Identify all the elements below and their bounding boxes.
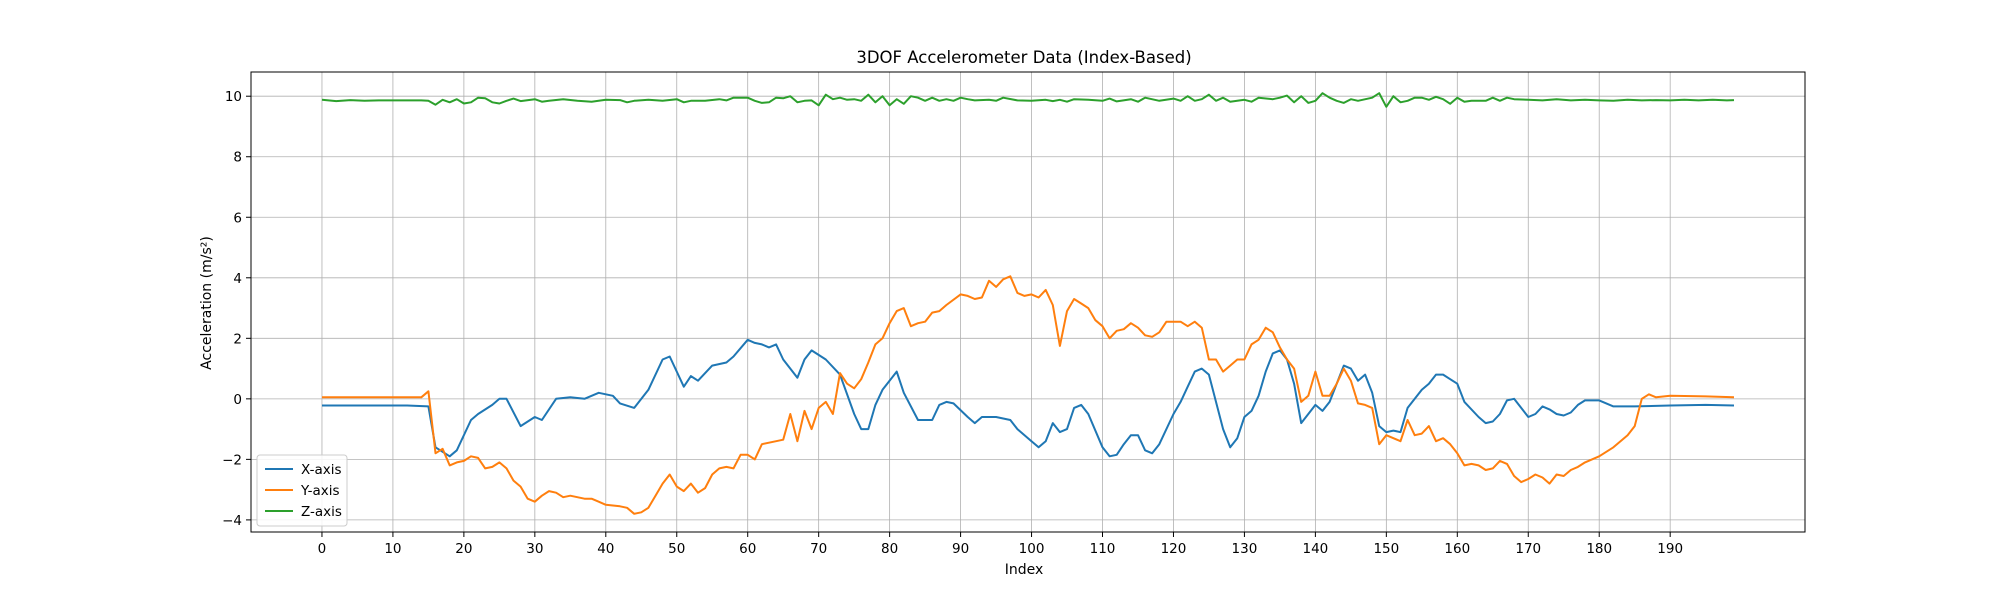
- plot-frame: [250, 71, 1806, 533]
- legend-label-z-axis: Z-axis: [301, 504, 342, 520]
- y-tick-label: 0: [233, 392, 242, 408]
- legend-label-y-axis: Y-axis: [300, 483, 340, 499]
- series-lines: [321, 92, 1735, 515]
- x-tick-label: 10: [384, 541, 401, 557]
- y-axis-title: Acceleration (m/s²): [199, 236, 215, 370]
- x-tick-label: 160: [1444, 541, 1470, 557]
- series-line-x-axis: [322, 338, 1735, 458]
- x-tick-label: 110: [1090, 541, 1116, 557]
- x-tick-label: 90: [952, 541, 969, 557]
- legend-box: [256, 454, 348, 527]
- x-axis-title: Index: [1005, 562, 1044, 578]
- x-tick-label: 140: [1302, 541, 1328, 557]
- y-tick-label: −4: [222, 513, 242, 529]
- x-tick-label: 40: [597, 541, 614, 557]
- y-axis-ticks: −4 −2 0 2 4 6 8 10: [222, 89, 251, 529]
- x-tick-label: 190: [1657, 541, 1683, 557]
- grid-lines: [251, 72, 1805, 532]
- y-tick-label: 4: [233, 271, 242, 287]
- x-tick-label: 20: [455, 541, 472, 557]
- x-tick-label: 60: [739, 541, 756, 557]
- x-tick-label: 130: [1232, 541, 1258, 557]
- x-tick-label: 150: [1373, 541, 1399, 557]
- x-tick-label: 170: [1515, 541, 1541, 557]
- x-tick-label: 0: [318, 541, 327, 557]
- x-tick-label: 30: [526, 541, 543, 557]
- y-tick-label: 6: [233, 210, 242, 226]
- x-tick-label: 50: [668, 541, 685, 557]
- chart-title: 3DOF Accelerometer Data (Index-Based): [856, 48, 1191, 67]
- x-tick-label: 80: [881, 541, 898, 557]
- x-axis-ticks: 0 10 20 30 40 50 60 70 80 90 100 110 120 130 140 150 160…: [318, 532, 1683, 557]
- x-tick-label: 100: [1019, 541, 1045, 557]
- y-tick-label: −2: [222, 452, 242, 468]
- y-tick-label: 2: [233, 331, 242, 347]
- series-line-z-axis: [321, 92, 1735, 108]
- x-tick-label: 180: [1586, 541, 1612, 557]
- legend-label-x-axis: X-axis: [301, 462, 342, 478]
- y-tick-label: 8: [233, 150, 242, 166]
- legend: X-axis Y-axis Z-axis: [256, 454, 348, 527]
- series-line-y-axis: [322, 275, 1735, 515]
- x-tick-label: 70: [810, 541, 827, 557]
- y-tick-label: 10: [225, 89, 242, 105]
- x-tick-label: 120: [1161, 541, 1187, 557]
